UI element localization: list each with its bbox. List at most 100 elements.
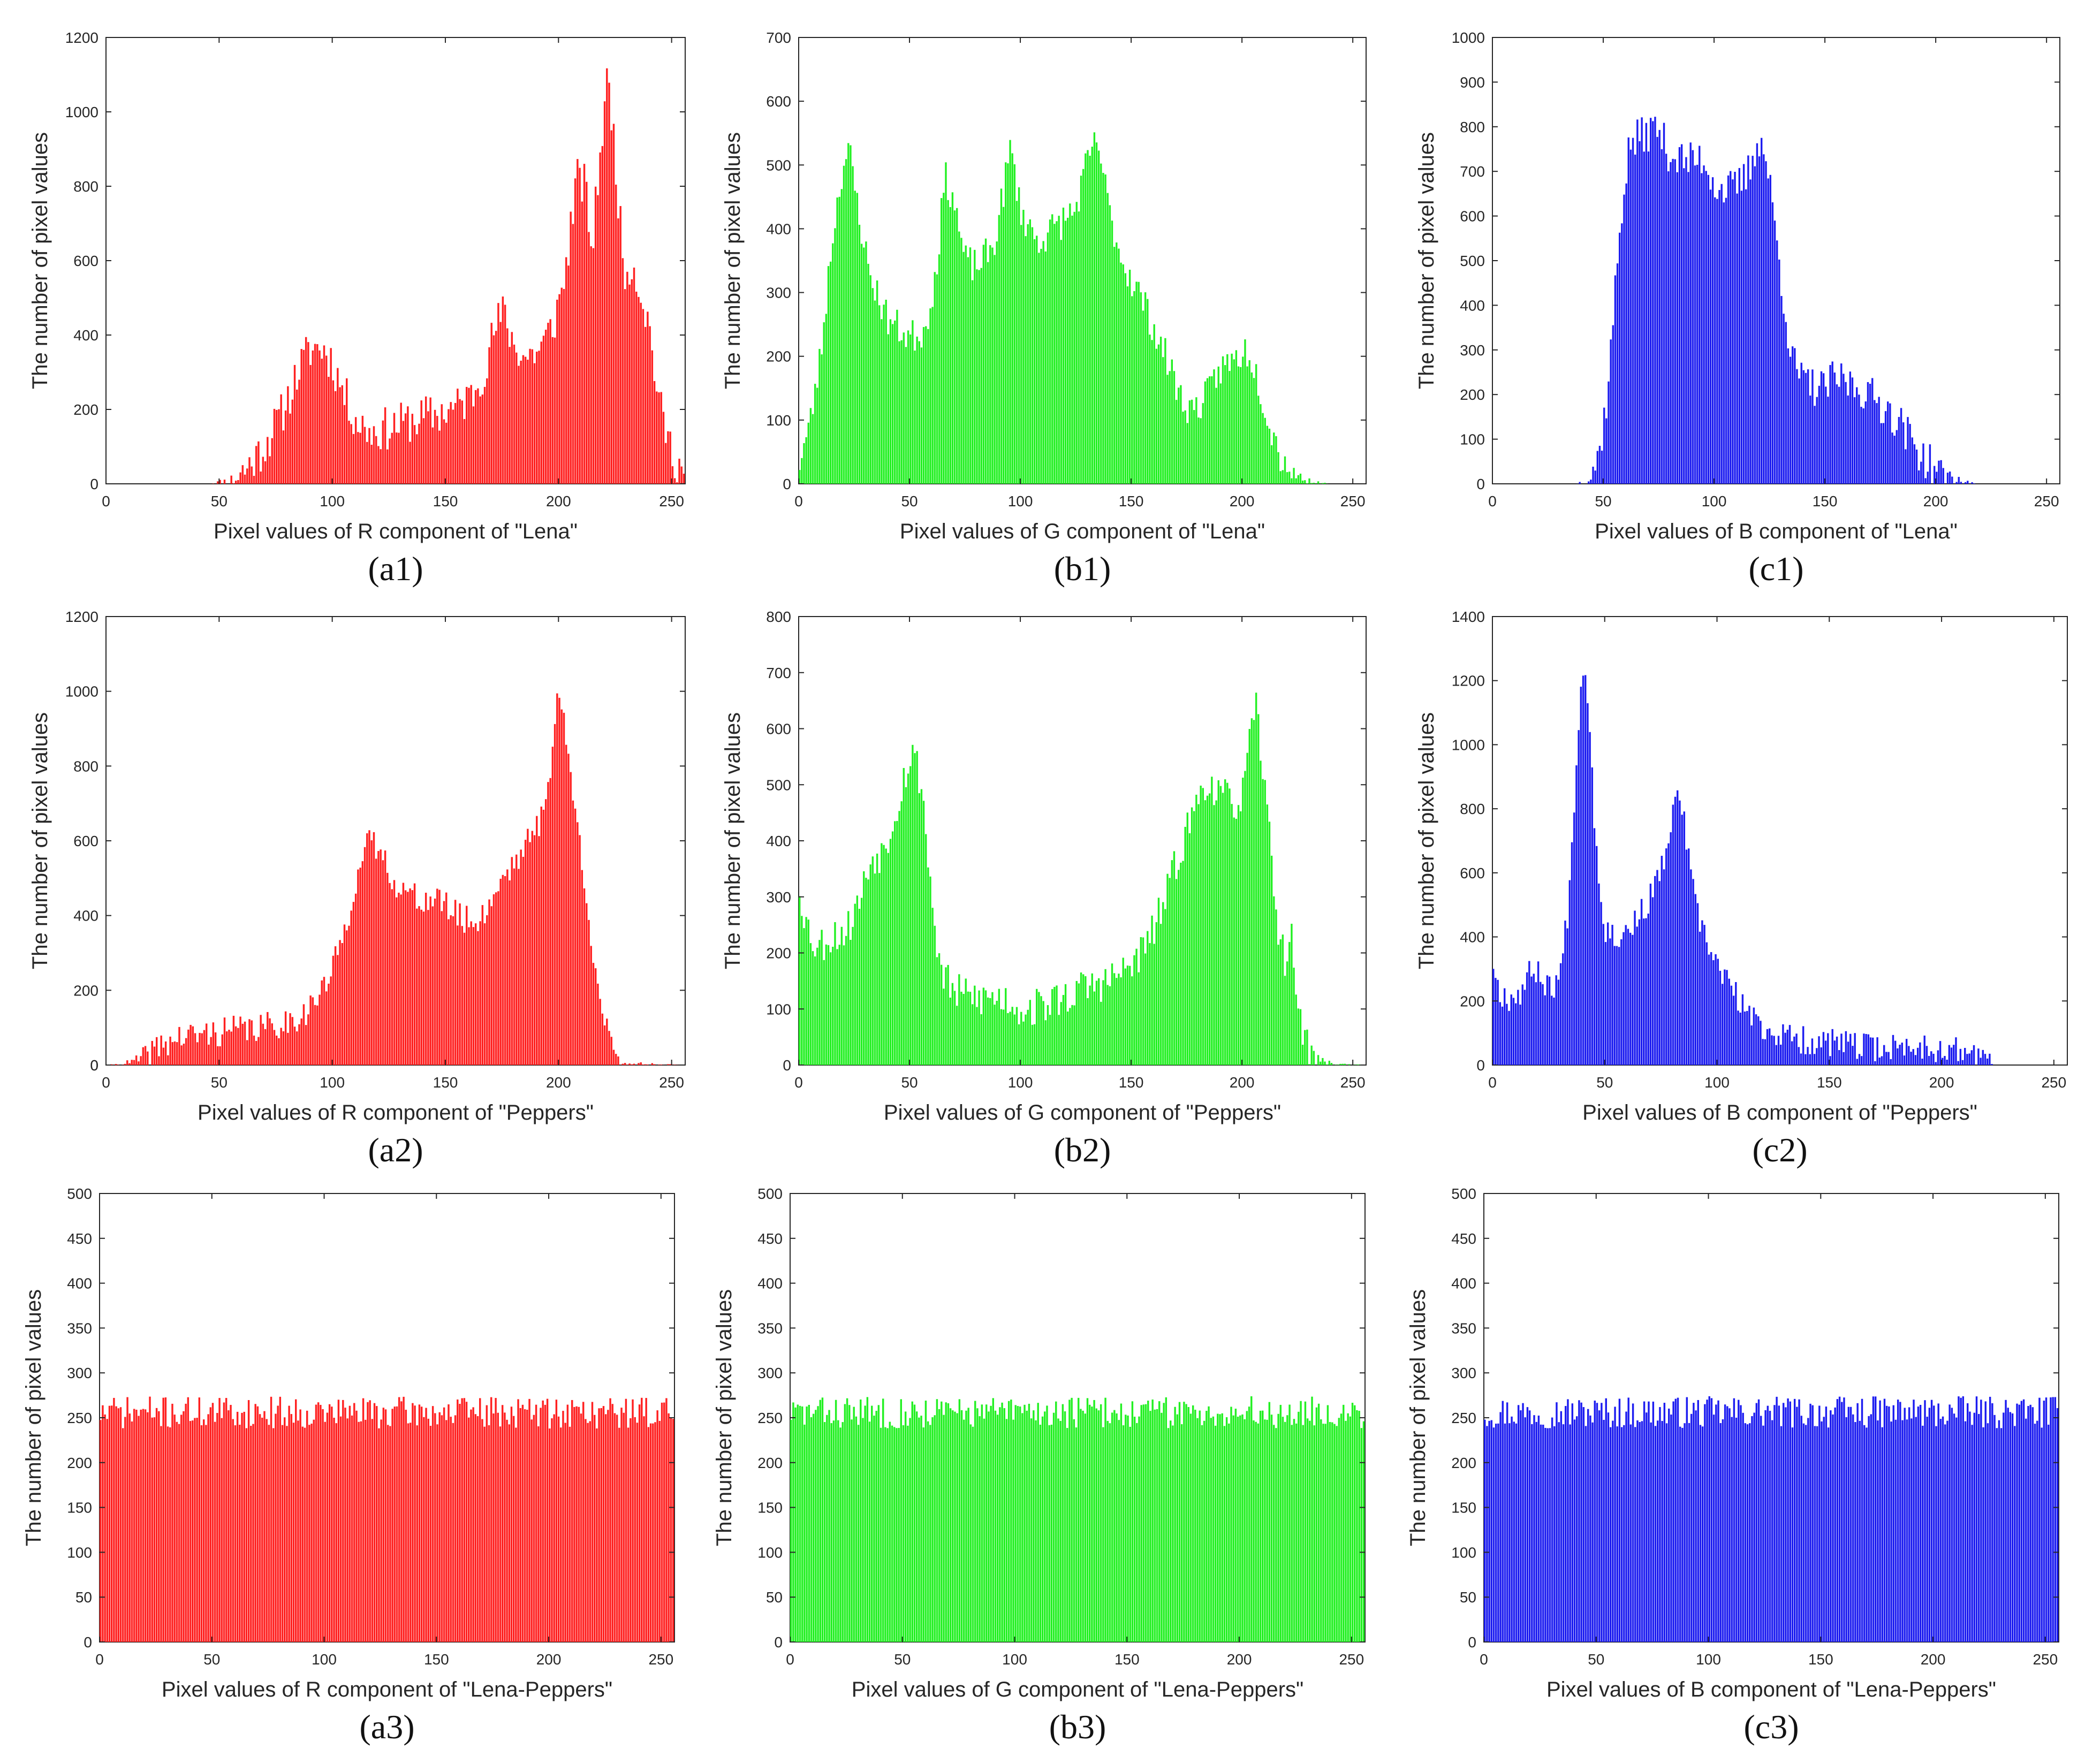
bar <box>205 1425 207 1642</box>
bar <box>194 1033 196 1065</box>
bar <box>581 870 583 1065</box>
bar <box>1568 880 1571 1065</box>
bar <box>1986 1058 1989 1065</box>
bar <box>144 1409 147 1642</box>
bar <box>1851 377 1854 484</box>
bar <box>638 296 640 484</box>
y-tick-label: 500 <box>1451 1185 1476 1202</box>
bar <box>1551 995 1553 1065</box>
bar <box>565 744 567 1065</box>
bar <box>1050 1424 1053 1642</box>
bar <box>409 888 411 1065</box>
bar <box>301 1426 304 1642</box>
bar <box>284 1417 286 1642</box>
bar <box>1048 1425 1050 1642</box>
bar <box>438 1412 441 1642</box>
bar <box>1169 371 1171 484</box>
bar <box>1189 1413 1192 1642</box>
bar <box>495 1398 497 1642</box>
bar <box>803 1424 806 1642</box>
bar <box>237 480 239 484</box>
bar <box>536 352 538 484</box>
bar <box>1841 1402 1843 1642</box>
bar <box>1915 1417 1917 1642</box>
bar <box>528 1398 530 1642</box>
bar <box>1486 1426 1488 1642</box>
bar <box>1887 1052 1890 1065</box>
bar <box>472 1407 474 1642</box>
bar <box>877 1405 880 1642</box>
bar <box>287 1032 289 1065</box>
bar <box>1535 1421 1537 1642</box>
bar <box>902 1425 905 1642</box>
bar <box>900 340 903 484</box>
bar <box>1919 1405 1922 1642</box>
bar <box>418 1404 421 1642</box>
bar <box>1712 960 1715 1065</box>
bar <box>243 1411 245 1642</box>
bar <box>1299 1009 1302 1065</box>
bar <box>1173 371 1176 484</box>
bar <box>956 1006 958 1065</box>
bar <box>271 1023 274 1065</box>
bar <box>396 897 398 1065</box>
bar <box>1157 898 1160 1065</box>
bar <box>1039 1424 1042 1642</box>
bar <box>1789 356 1792 484</box>
bar <box>1291 478 1293 484</box>
bar <box>652 1423 654 1642</box>
bar <box>898 341 900 484</box>
bar <box>860 898 863 1065</box>
bar <box>377 851 380 1065</box>
bar <box>1925 1046 1928 1065</box>
bar <box>1890 1421 1892 1642</box>
bar <box>445 892 448 1065</box>
bar <box>981 1404 983 1642</box>
bar <box>1787 348 1790 484</box>
bar <box>1147 299 1149 484</box>
bar <box>518 869 520 1065</box>
bar <box>1760 1416 1762 1642</box>
bar <box>1964 482 1967 484</box>
bar <box>1075 202 1078 484</box>
bar <box>1537 1415 1540 1642</box>
bar <box>1966 1054 1968 1065</box>
bar <box>1643 151 1645 484</box>
bar <box>1800 362 1802 484</box>
bar <box>1521 984 1523 1065</box>
bar <box>1492 1427 1495 1642</box>
bar <box>1773 1405 1776 1642</box>
bar <box>178 1424 180 1642</box>
bar <box>1020 1012 1022 1065</box>
bar <box>1623 1425 1625 1642</box>
bar <box>1665 154 1667 484</box>
bar <box>1304 1401 1307 1642</box>
bar <box>794 1407 797 1642</box>
bar <box>144 1046 147 1065</box>
bar <box>1692 879 1694 1065</box>
x-tick-label: 250 <box>2033 1651 2058 1668</box>
bar <box>885 300 887 484</box>
bar <box>1138 282 1140 484</box>
y-tick-label: 400 <box>67 1275 92 1292</box>
bar <box>234 1425 237 1642</box>
bar <box>331 1406 333 1642</box>
bar <box>1696 903 1699 1065</box>
x-tick-label: 0 <box>95 1651 104 1668</box>
bar <box>1948 1045 1951 1065</box>
bar <box>1124 273 1127 484</box>
bar <box>1719 1423 1722 1642</box>
bar <box>574 178 577 484</box>
bar <box>483 386 486 484</box>
bar <box>450 1417 452 1642</box>
bar <box>1109 986 1111 1065</box>
bar <box>1622 932 1625 1065</box>
bar <box>1259 1410 1262 1642</box>
bar <box>1689 142 1692 484</box>
bar <box>1128 965 1131 1065</box>
bar <box>1918 470 1920 484</box>
bar <box>454 900 457 1065</box>
bar <box>1726 970 1728 1065</box>
bar <box>858 224 861 484</box>
bar <box>960 991 962 1065</box>
